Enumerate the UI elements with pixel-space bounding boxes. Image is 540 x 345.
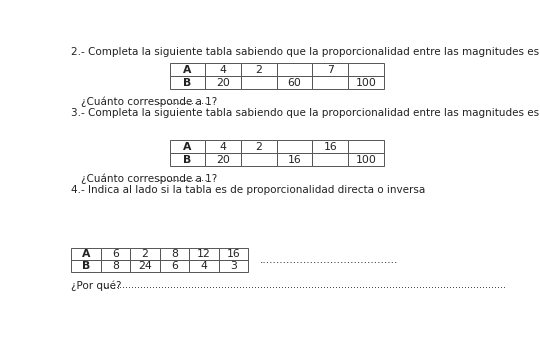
Bar [219,248,248,260]
Text: ...............: ............... [157,96,208,106]
Text: B: B [184,78,192,88]
Text: 4: 4 [220,141,227,151]
Bar [170,76,205,89]
Bar [348,76,384,89]
Text: 8: 8 [171,249,178,259]
Text: 2: 2 [255,65,262,75]
Bar [205,76,241,89]
Text: 24: 24 [138,261,152,271]
Text: 8: 8 [112,261,119,271]
Text: 4.- Indica al lado si la tabla es de proporcionalidad directa o inversa: 4.- Indica al lado si la tabla es de pro… [71,185,426,195]
Text: 3: 3 [230,261,237,271]
Bar [313,153,348,166]
Bar [277,63,313,76]
Bar [71,260,101,273]
Bar [241,153,277,166]
Bar [277,140,313,153]
Bar [205,63,241,76]
Text: ................................................................................: ........................................… [104,280,506,290]
Bar [71,248,101,260]
Text: A: A [82,249,90,259]
Bar [277,153,313,166]
Text: 16: 16 [323,141,337,151]
Bar [160,248,189,260]
Text: 16: 16 [226,249,240,259]
Text: .........................................: ........................................… [260,255,398,265]
Text: 16: 16 [288,155,301,165]
Text: 2: 2 [141,249,149,259]
Text: A: A [184,65,192,75]
Text: 6: 6 [112,249,119,259]
Text: 3.- Completa la siguiente tabla sabiendo que la proporcionalidad entre las magni: 3.- Completa la siguiente tabla sabiendo… [71,108,540,118]
Text: 12: 12 [197,249,211,259]
Text: 4: 4 [220,65,227,75]
Bar [219,260,248,273]
Bar [189,260,219,273]
Text: 2.- Completa la siguiente tabla sabiendo que la proporcionalidad entre las magni: 2.- Completa la siguiente tabla sabiendo… [71,47,540,57]
Text: 20: 20 [217,78,230,88]
Bar [348,153,384,166]
Bar [170,140,205,153]
Bar [170,153,205,166]
Text: A: A [184,141,192,151]
Bar [160,260,189,273]
Bar [205,153,241,166]
Bar [313,76,348,89]
Bar [101,248,130,260]
Text: 20: 20 [217,155,230,165]
Bar [348,140,384,153]
Bar [241,140,277,153]
Text: 4: 4 [200,261,207,271]
Bar [241,63,277,76]
Text: 6: 6 [171,261,178,271]
Bar [189,248,219,260]
Bar [130,260,160,273]
Text: ¿Por qué?: ¿Por qué? [71,280,125,290]
Text: 7: 7 [327,65,334,75]
Text: 100: 100 [355,78,376,88]
Text: B: B [82,261,90,271]
Bar [130,248,160,260]
Text: ¿Cuánto corresponde a 1?: ¿Cuánto corresponde a 1? [82,173,221,184]
Text: ¿Cuánto corresponde a 1?: ¿Cuánto corresponde a 1? [82,96,221,107]
Bar [313,63,348,76]
Text: B: B [184,155,192,165]
Bar [313,140,348,153]
Bar [241,76,277,89]
Bar [205,140,241,153]
Text: 100: 100 [355,155,376,165]
Bar [348,63,384,76]
Bar [170,63,205,76]
Bar [101,260,130,273]
Text: ...............: ............... [157,173,208,183]
Text: 60: 60 [288,78,301,88]
Bar [277,76,313,89]
Text: 2: 2 [255,141,262,151]
